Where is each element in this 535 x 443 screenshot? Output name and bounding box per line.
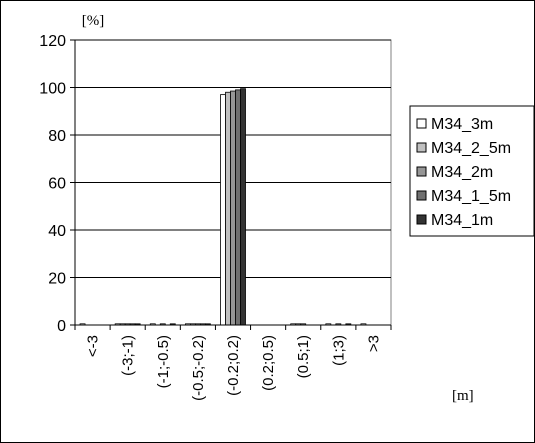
x-tick-label: >3 bbox=[365, 335, 382, 352]
x-tick-label: (-3;-1) bbox=[120, 335, 137, 376]
legend-entry: M34_2m bbox=[431, 164, 493, 181]
bar-M34_1_5m-4 bbox=[235, 89, 241, 326]
x-axis-label: [m] bbox=[452, 388, 474, 404]
y-tick-label: 60 bbox=[48, 176, 66, 193]
x-tick-label: (1;3) bbox=[330, 335, 347, 366]
x-tick-label: (-0.5;-0.2) bbox=[190, 335, 207, 401]
bar-M34_2m-4 bbox=[230, 90, 236, 326]
legend-entry: M34_1_5m bbox=[431, 188, 511, 205]
bar-M34_2_5m-4 bbox=[225, 91, 231, 326]
legend-swatch bbox=[416, 166, 427, 177]
y-tick-label: 120 bbox=[39, 33, 66, 50]
bars-group bbox=[79, 88, 367, 326]
x-tick-label: (0.5;1) bbox=[295, 335, 312, 378]
legend-swatch bbox=[416, 190, 427, 201]
legend: M34_3m M34_2_5m M34_2m M34_1_5m M34_1m bbox=[409, 105, 535, 237]
x-tick-label: <-3 bbox=[85, 335, 102, 357]
legend-box bbox=[409, 105, 535, 237]
x-tick-label: (0.2;0.5) bbox=[260, 335, 277, 391]
bar-M34_3m-4 bbox=[220, 94, 226, 326]
y-tick-label: 40 bbox=[48, 223, 66, 240]
y-tick-label: 0 bbox=[57, 318, 66, 335]
y-tick-label: 20 bbox=[48, 271, 66, 288]
y-tick-label: 80 bbox=[48, 128, 66, 145]
y-axis-label: [%] bbox=[82, 13, 105, 29]
x-tick-label: (-1;-0.5) bbox=[155, 335, 172, 388]
bar-M34_1m-4 bbox=[240, 88, 246, 326]
x-tick-labels: <-3 (-3;-1) (-1;-0.5) (-0.5;-0.2) (-0.2;0.2)… bbox=[85, 335, 383, 401]
axes bbox=[70, 39, 392, 330]
legend-swatch bbox=[416, 142, 427, 153]
legend-swatch bbox=[416, 118, 427, 129]
legend-entry: M34_3m bbox=[431, 116, 493, 133]
legend-entry: M34_2_5m bbox=[431, 140, 511, 157]
x-tick-label: (-0.2;0.2) bbox=[225, 335, 242, 396]
y-tick-labels: 0 20 40 60 80 100 120 bbox=[39, 33, 66, 335]
legend-entry: M34_1m bbox=[431, 212, 493, 229]
legend-swatch bbox=[416, 214, 427, 225]
y-tick-label: 100 bbox=[39, 81, 66, 98]
